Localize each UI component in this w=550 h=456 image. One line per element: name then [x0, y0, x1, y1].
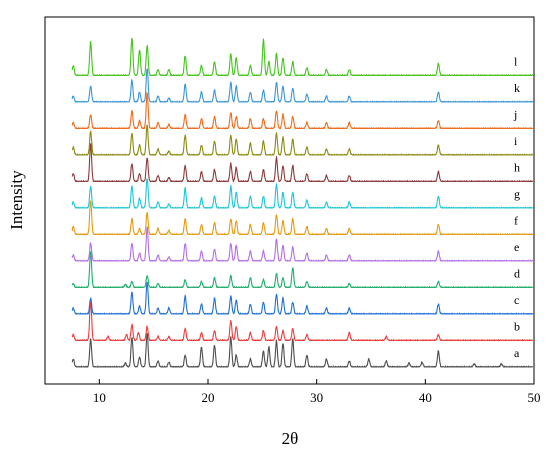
- series-label-e: e: [514, 240, 519, 254]
- series-line-f: [71, 200, 534, 236]
- series-label-k: k: [514, 81, 520, 95]
- x-axis-ticks: 10 20 30 40 50: [93, 379, 541, 405]
- x-tick-label-20: 20: [202, 390, 215, 405]
- x-axis-label: 2θ: [282, 429, 299, 448]
- series-line-b: [71, 301, 534, 342]
- series-line-h: [71, 143, 534, 183]
- series-line-e: [71, 226, 534, 262]
- y-axis-label: Intensity: [7, 170, 26, 230]
- series-label-g: g: [514, 187, 520, 201]
- series-line-l: [71, 37, 534, 77]
- series-label-a: a: [514, 346, 520, 360]
- series-label-c: c: [514, 293, 519, 307]
- x-tick-label-10: 10: [93, 390, 106, 405]
- series-label-h: h: [514, 161, 520, 175]
- series-line-g: [71, 178, 534, 209]
- series-line-d: [71, 251, 534, 289]
- x-tick-label-40: 40: [419, 390, 432, 405]
- series-label-f: f: [514, 214, 518, 228]
- series-line-i: [71, 124, 534, 156]
- series-line-j: [71, 92, 534, 130]
- series-label-j: j: [513, 108, 517, 122]
- series-group: [71, 37, 534, 368]
- series-label-b: b: [514, 320, 520, 334]
- series-label-d: d: [514, 267, 520, 281]
- x-tick-label-50: 50: [528, 390, 541, 405]
- series-line-a: [71, 332, 534, 368]
- series-label-l: l: [514, 55, 518, 69]
- plot-frame: [44, 16, 535, 385]
- series-label-i: i: [514, 134, 518, 148]
- x-tick-label-30: 30: [310, 390, 323, 405]
- series-line-k: [71, 68, 534, 103]
- series-line-c: [71, 281, 534, 315]
